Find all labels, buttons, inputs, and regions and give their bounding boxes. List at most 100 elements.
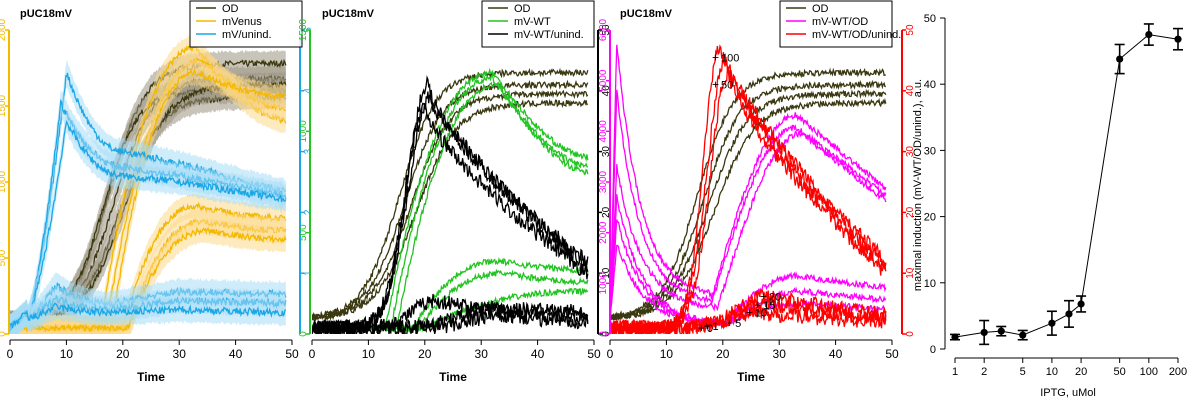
y-tick-label: 6000 (598, 18, 609, 41)
y-tick-label: 2000 (598, 221, 609, 244)
annotation-label: 0 (707, 323, 713, 335)
series-line (312, 79, 589, 321)
annotation-marker: + (704, 319, 711, 333)
x-tick-label: 50 (587, 347, 601, 361)
x-tick-label: 2 (981, 366, 987, 378)
plot-area (10, 34, 287, 334)
y-tick-label: 1000 (0, 170, 8, 193)
annotation-marker: + (760, 289, 767, 303)
time-panel-2: 01020304050Time05001000150001020304050pU… (298, 0, 612, 384)
x-tick-label: 0 (607, 347, 614, 361)
x-tick-label: 30 (475, 347, 489, 361)
annotation-label: 10 (755, 308, 767, 320)
series-line (610, 89, 887, 321)
series-band (10, 208, 286, 334)
data-point (997, 327, 1005, 335)
y-tick-label: 500 (0, 249, 8, 266)
plot-area (610, 44, 887, 334)
plot-area (312, 67, 589, 334)
annotation-marker: + (712, 78, 719, 92)
x-tick-label: 0 (7, 347, 14, 361)
x-tick-label: 10 (362, 347, 376, 361)
y-tick-label: 3000 (598, 170, 609, 193)
data-point (1048, 319, 1056, 327)
time-panel-3: +100+ 50+ 20+ 15+ 10+ 5+ 1+ 00 10 20 30 40 50Time010… (598, 0, 916, 384)
y-tick-label: 1500 (0, 94, 8, 117)
x-axis-title: Time (737, 370, 765, 384)
y-tick-label: 2 (303, 209, 314, 215)
y-axis-title: maximal induction (mV-WT/OD/unind.), a.u… (912, 79, 924, 291)
legend-box (189, 0, 303, 48)
y-tick-label: 5000 (598, 69, 609, 92)
y-tick-label: 0 (930, 344, 936, 356)
data-point (1116, 55, 1124, 63)
series-line (610, 296, 887, 334)
y-tick-label: 0 (298, 331, 309, 337)
x-tick-label: 10 (1046, 366, 1058, 378)
x-tick-label: 10 (60, 347, 74, 361)
series-band (10, 77, 286, 334)
y-tick-label: 30 (905, 146, 916, 158)
x-tick-label: 20 (418, 347, 432, 361)
x-tick-label: 0 (309, 347, 316, 361)
x-tick-label: 20 (716, 347, 730, 361)
y-tick-label: 40 (905, 85, 916, 97)
y-tick-label: 500 (298, 224, 309, 241)
annotation-label: 100 (721, 52, 739, 64)
y-tick-label: 10 (924, 278, 936, 290)
y-tick-label: 4000 (598, 120, 609, 143)
y-tick-label: 1000 (298, 120, 309, 143)
series-line (610, 130, 887, 320)
legend-label: mV-WT/OD (812, 16, 868, 28)
series-band (10, 59, 286, 334)
annotation-label: 20 (769, 291, 781, 303)
series-line (312, 89, 589, 322)
y-tick-label: 1500 (298, 18, 309, 41)
dose-response-panel: 0 10 20 30 40 50 1 2 5 10 20 50 100 200 IPTG, uMol maxi… (912, 13, 1187, 399)
x-tick-label: 40 (229, 347, 243, 361)
y-tick-label: 0 (905, 331, 916, 337)
data-point (1077, 300, 1085, 308)
annotation-label: 5 (735, 318, 741, 330)
legend-label: OD (812, 3, 829, 15)
x-axis-title: IPTG, uMol (1040, 387, 1096, 399)
series-line (610, 97, 887, 322)
annotation-label: 1 (713, 321, 719, 333)
data-point (1019, 331, 1027, 339)
y-tick-label: 1 (303, 270, 314, 276)
series-line (610, 244, 887, 328)
y-tick-label: 0 (598, 331, 609, 337)
legend-label: mV-WT/OD/unind. (812, 29, 901, 41)
series-band (10, 292, 286, 334)
x-tick-label: 40 (531, 347, 545, 361)
x-tick-label: 5 (1020, 366, 1026, 378)
y-tick-label: 20 (924, 212, 936, 224)
legend-label: OD (514, 3, 531, 15)
x-tick-label: 50 (285, 347, 299, 361)
y-tick-label: 4 (303, 88, 314, 94)
legend-label: mV-WT/unind. (514, 29, 584, 41)
y-tick-label: 0 (0, 331, 8, 337)
panel-label: pUC18mV (620, 8, 673, 20)
y-tick-label: 20 (905, 206, 916, 218)
data-point (1145, 30, 1153, 39)
y-tick-label: 40 (924, 79, 936, 91)
y-tick-label: 50 (905, 24, 916, 36)
x-tick-label: 30 (773, 347, 787, 361)
x-tick-label: 20 (116, 347, 130, 361)
series-line (312, 308, 589, 334)
series-line (10, 119, 287, 332)
y-tick-label: 30 (601, 146, 612, 158)
series-line (610, 88, 887, 321)
y-tick-label: 40 (601, 85, 612, 97)
annotation-marker: + (698, 321, 705, 335)
x-tick-label: 20 (1075, 366, 1087, 378)
annotation-marker: + (754, 298, 761, 312)
y-tick-label: 1000 (598, 272, 609, 295)
annotation-marker: + (726, 316, 733, 330)
annotation-label: 50 (721, 80, 733, 92)
x-tick-label: 200 (1169, 366, 1187, 378)
